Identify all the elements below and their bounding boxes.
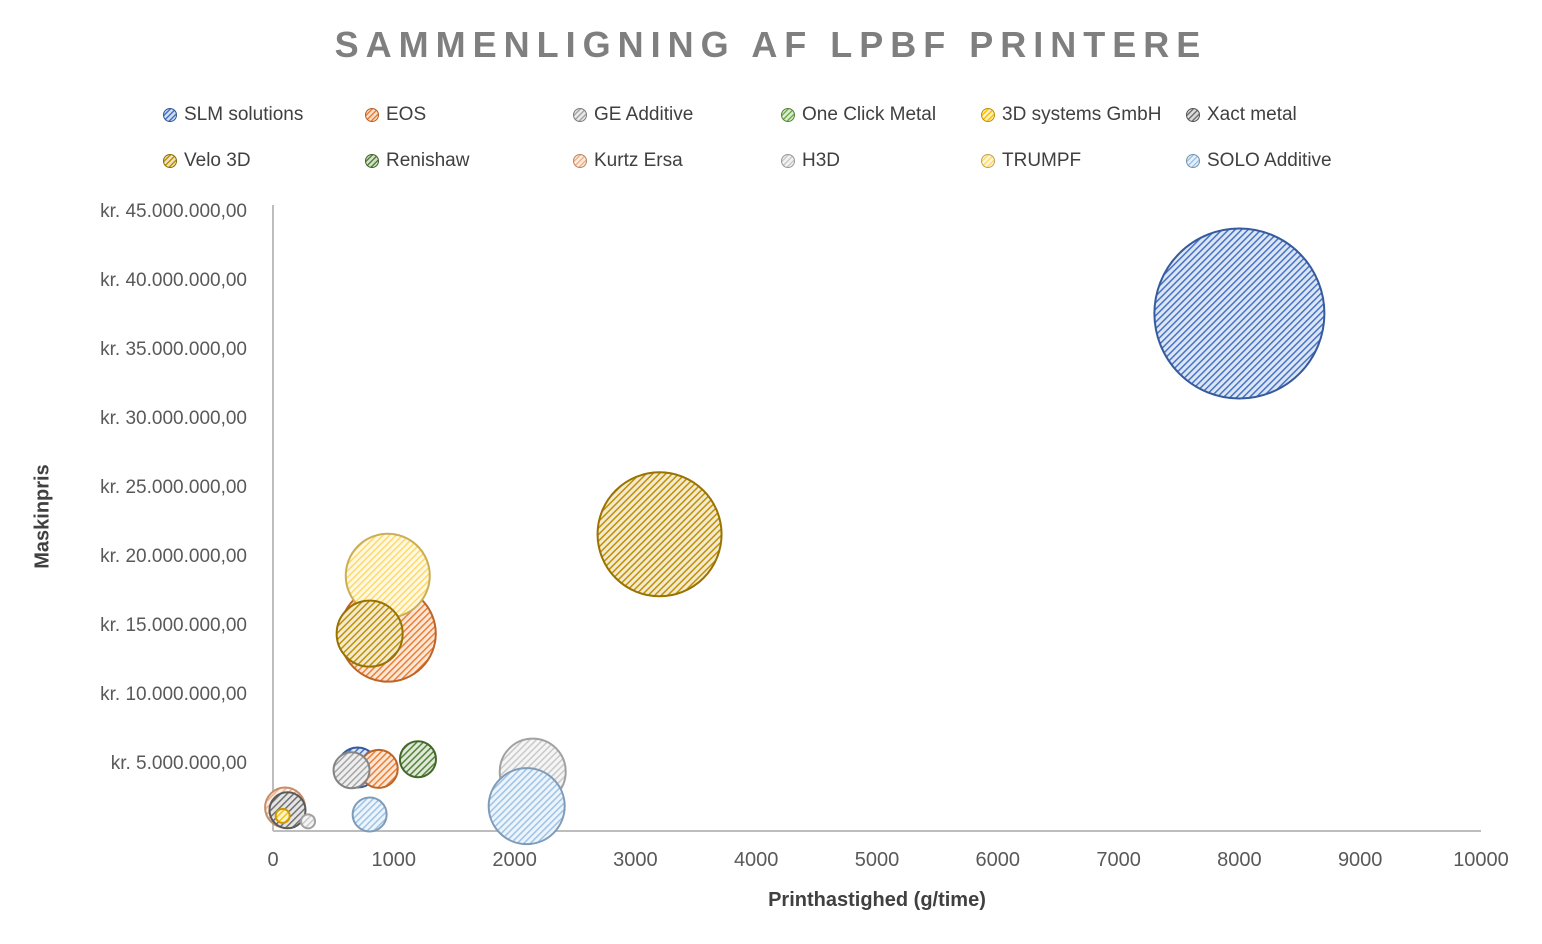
bubble-h3d-0[interactable] <box>300 813 317 830</box>
legend-marker-icon <box>163 108 177 122</box>
legend-item-label: SLM solutions <box>184 104 304 125</box>
chart-title: SAMMENLIGNING AF LPBF PRINTERE <box>334 24 1208 65</box>
legend-marker-icon <box>981 108 995 122</box>
legend-marker-icon <box>1186 154 1200 168</box>
legend-item-solo-additive[interactable]: SOLO Additive <box>1186 150 1482 172</box>
legend-item-xact-metal[interactable]: Xact metal <box>1186 104 1482 126</box>
legend-item-label: GE Additive <box>594 104 694 125</box>
y-tick-label: kr. 45.000.000,00 <box>100 201 247 222</box>
legend-marker-icon <box>1186 108 1200 122</box>
legend-marker-icon <box>781 154 795 168</box>
x-axis-title: Printhastighed (g/time) <box>768 889 986 911</box>
y-tick-label: kr. 15.000.000,00 <box>100 615 247 636</box>
y-tick-label: kr. 20.000.000,00 <box>100 546 247 567</box>
y-tick-label: kr. 35.000.000,00 <box>100 339 247 360</box>
x-tick-label: 7000 <box>1096 849 1141 871</box>
legend-item-label: TRUMPF <box>1002 150 1082 171</box>
bubble-solo-additive-1[interactable] <box>487 767 566 846</box>
y-tick-label: kr. 25.000.000,00 <box>100 477 247 498</box>
bubble-ge-additive-0[interactable] <box>332 751 371 790</box>
legend-item-kurtz-ersa[interactable]: Kurtz Ersa <box>573 150 781 172</box>
legend-item-label: Xact metal <box>1207 104 1297 125</box>
legend-item-label: EOS <box>386 104 427 125</box>
legend-marker-icon <box>365 108 379 122</box>
bubble-renishaw-0[interactable] <box>398 740 437 779</box>
legend-item-h3d[interactable]: H3D <box>781 150 981 172</box>
x-tick-label: 5000 <box>855 849 900 871</box>
bubble-solo-additive-0[interactable] <box>351 796 388 833</box>
legend-marker-icon <box>573 154 587 168</box>
legend-item-label: One Click Metal <box>802 104 937 125</box>
legend-item-label: Kurtz Ersa <box>594 150 683 171</box>
legend-marker-icon <box>163 154 177 168</box>
legend-marker-icon <box>781 108 795 122</box>
legend-item-eos[interactable]: EOS <box>365 104 573 126</box>
legend-marker-icon <box>981 154 995 168</box>
x-tick-label: 3000 <box>613 849 658 871</box>
bubble-slm-solutions-1[interactable] <box>1153 227 1326 400</box>
legend-marker-icon <box>365 154 379 168</box>
legend-item-slm-solutions[interactable]: SLM solutions <box>163 104 365 126</box>
legend-item-label: SOLO Additive <box>1207 150 1332 171</box>
legend-item-label: Renishaw <box>386 150 470 171</box>
y-tick-label: kr. 40.000.000,00 <box>100 270 247 291</box>
x-tick-label: 1000 <box>372 849 417 871</box>
legend-item-label: 3D systems GmbH <box>1002 104 1162 125</box>
legend-item-ge-additive[interactable]: GE Additive <box>573 104 781 126</box>
x-tick-label: 0 <box>267 849 278 871</box>
x-tick-label: 8000 <box>1217 849 1262 871</box>
legend-item-one-click-metal[interactable]: One Click Metal <box>781 104 981 126</box>
legend-item-trumpf[interactable]: TRUMPF <box>981 150 1186 172</box>
x-tick-label: 10000 <box>1453 849 1509 871</box>
bubble-velo-3d-0[interactable] <box>335 599 404 668</box>
bubble-velo-3d-1[interactable] <box>596 471 723 598</box>
legend-marker-icon <box>573 108 587 122</box>
x-tick-label: 9000 <box>1338 849 1383 871</box>
x-tick-label: 6000 <box>976 849 1021 871</box>
x-tick-label: 4000 <box>734 849 779 871</box>
bubble-3d-systems-gmbh-0[interactable] <box>274 807 291 824</box>
legend-item-label: H3D <box>802 150 841 171</box>
legend-item-velo-3d[interactable]: Velo 3D <box>163 150 365 172</box>
legend-item-label: Velo 3D <box>184 150 251 171</box>
legend: SLM solutions EOS GE Additive One Click Met… <box>163 104 1482 172</box>
legend-item-renishaw[interactable]: Renishaw <box>365 150 573 172</box>
y-tick-label: kr. 5.000.000,00 <box>111 753 247 774</box>
y-tick-label: kr. 10.000.000,00 <box>100 684 247 705</box>
legend-item-3d-systems-gmbh[interactable]: 3D systems GmbH <box>981 104 1186 126</box>
x-tick-label: 2000 <box>492 849 537 871</box>
y-tick-label: kr. 30.000.000,00 <box>100 408 247 429</box>
